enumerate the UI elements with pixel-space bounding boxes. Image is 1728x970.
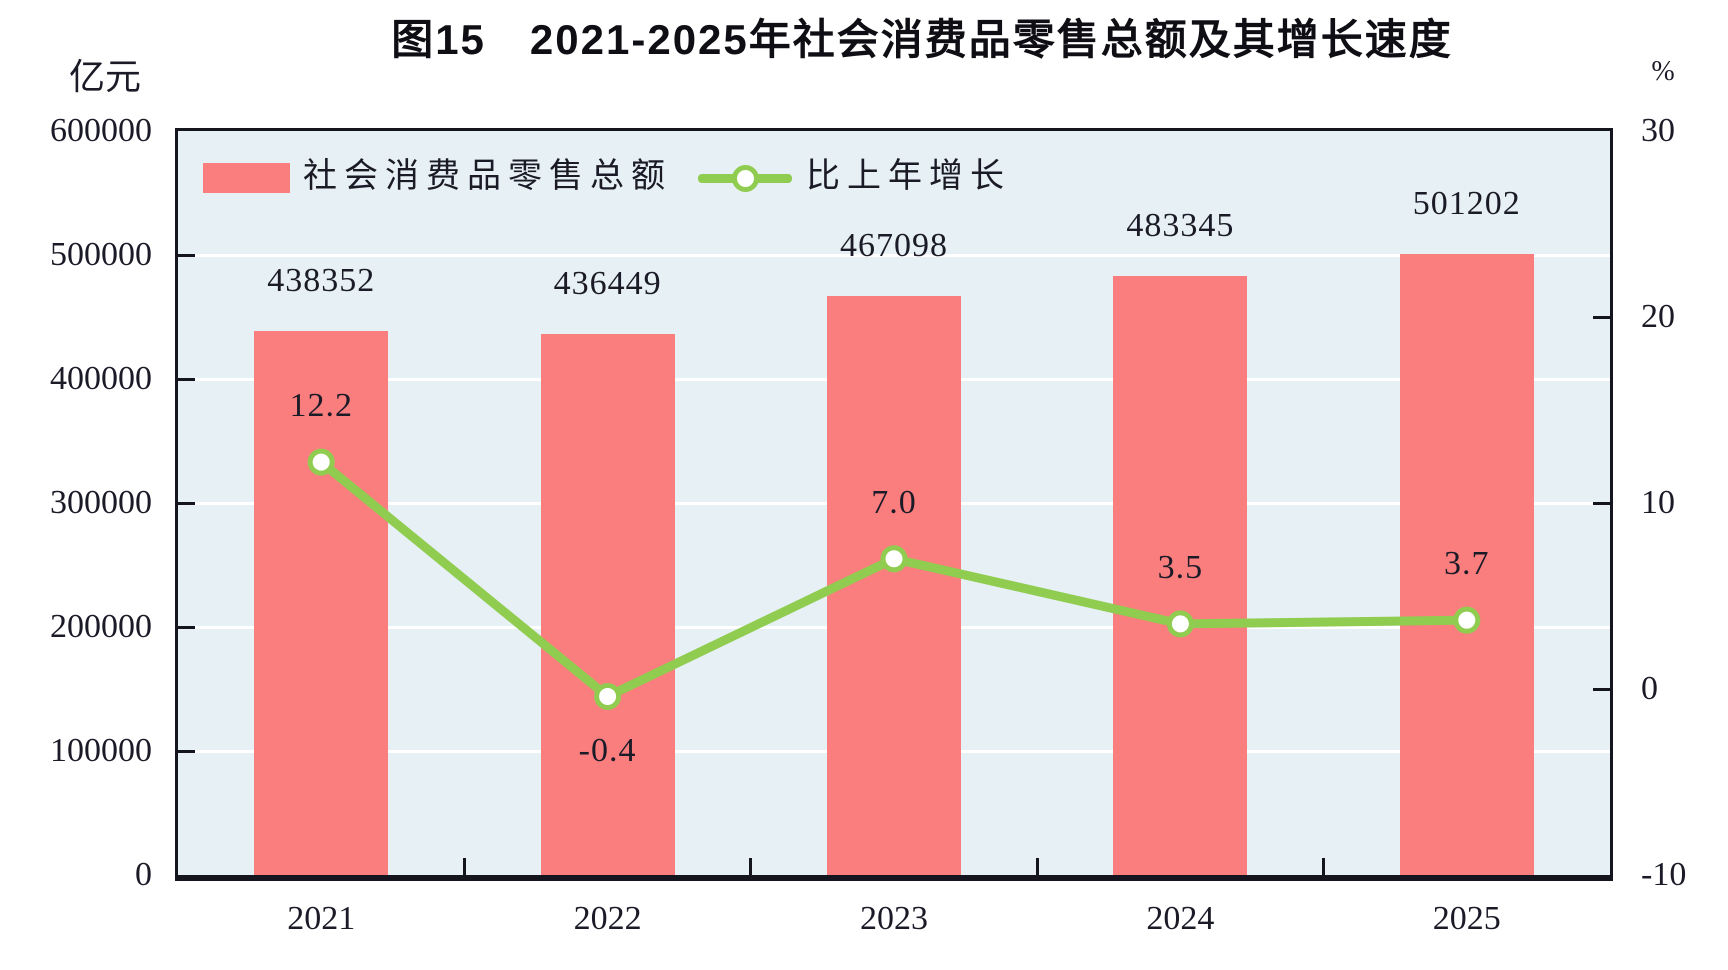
y-axis-left-unit: 亿元 xyxy=(68,57,141,97)
x-axis-tick xyxy=(462,858,466,875)
line-value-label: 3.5 xyxy=(1157,548,1204,586)
x-axis-tick xyxy=(749,858,753,875)
x-axis-tick xyxy=(1035,858,1039,875)
y-axis-left-label: 500000 xyxy=(50,236,152,273)
bar-legend-label: 社会消费品零售总额 xyxy=(303,158,672,195)
x-axis-label: 2021 xyxy=(287,900,356,937)
y-axis-right-label: 10 xyxy=(1641,484,1675,521)
y-axis-left-label: 600000 xyxy=(50,112,152,149)
x-axis-tick xyxy=(1322,858,1326,875)
gridline xyxy=(178,253,1610,257)
line-value-label: 12.2 xyxy=(289,387,353,425)
x-axis-label: 2023 xyxy=(860,900,928,937)
left-axis-tick xyxy=(178,253,195,257)
right-axis-tick xyxy=(1593,501,1610,505)
y-axis-left-label: 300000 xyxy=(50,484,152,521)
chart-title: 图15 2021-2025年社会消费品零售总额及其增长速度 xyxy=(391,16,1453,63)
bar-2023 xyxy=(827,295,961,875)
x-axis-label: 2022 xyxy=(573,900,642,937)
y-axis-left-label: 100000 xyxy=(50,732,152,769)
y-axis-right-label: 30 xyxy=(1641,112,1675,149)
bar-legend-swatch xyxy=(203,163,290,193)
y-axis-left-label: 400000 xyxy=(50,360,152,397)
line-legend-label: 比上年增长 xyxy=(806,158,1011,195)
left-axis-tick xyxy=(178,625,195,629)
x-axis-label: 2025 xyxy=(1432,900,1501,937)
bar-value-label: 467098 xyxy=(840,226,948,264)
line-value-label: 7.0 xyxy=(871,483,917,521)
left-axis-tick xyxy=(178,749,195,753)
line-value-label: -0.4 xyxy=(578,732,637,770)
bar-value-label: 436449 xyxy=(553,264,662,302)
y-axis-left-label: 200000 xyxy=(50,608,152,645)
y-axis-right-label: 20 xyxy=(1641,298,1675,335)
line-legend-marker-dot xyxy=(732,165,759,192)
bar-value-label: 438352 xyxy=(267,262,376,300)
x-axis-label: 2024 xyxy=(1146,900,1215,937)
bar-value-label: 483345 xyxy=(1126,206,1235,244)
y-axis-left-label: 0 xyxy=(135,856,152,893)
y-axis-right-unit: % xyxy=(1651,56,1675,87)
y-axis-right-label: -10 xyxy=(1641,856,1687,893)
right-axis-tick xyxy=(1593,687,1610,691)
bar-value-label: 501202 xyxy=(1412,184,1521,222)
line-value-label: 3.7 xyxy=(1444,545,1490,583)
left-axis-tick xyxy=(178,501,195,505)
plot-area: 438352 436449 467098 483345 501202 12.2 -0.4 7.… xyxy=(175,128,1613,881)
y-axis-right-label: 0 xyxy=(1641,670,1658,707)
bar-2022 xyxy=(540,333,675,875)
right-axis-tick xyxy=(1593,315,1610,319)
left-axis-tick xyxy=(178,377,195,381)
